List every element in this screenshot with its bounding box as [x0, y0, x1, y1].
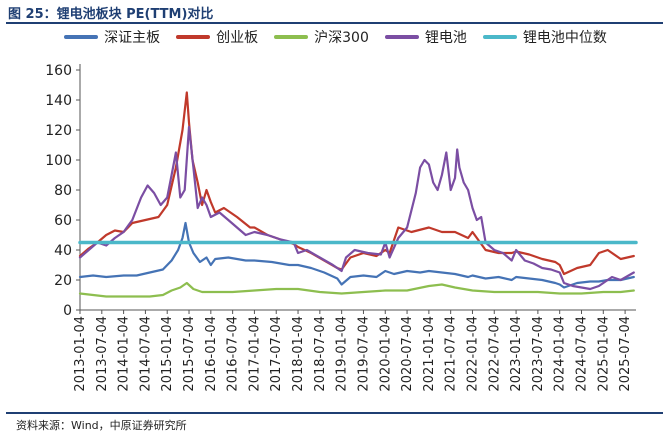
title-divider: [6, 22, 663, 24]
x-tick-label: 2014-07-04: [138, 316, 153, 392]
legend-label: 深证主板: [104, 30, 161, 46]
series-line-shenzhen-main: [78, 221, 635, 289]
x-tick-label: 2023-01-04: [509, 316, 524, 392]
x-tick-label: 2013-07-04: [95, 316, 110, 392]
x-tick-label: 2013-01-04: [73, 316, 88, 392]
y-tick-label: 0: [63, 303, 72, 319]
y-tick-label: 60: [54, 213, 72, 229]
x-tick-label: 2024-01-04: [553, 316, 568, 392]
x-tick-label: 2018-01-04: [291, 316, 306, 392]
x-tick-label: 2025-07-04: [618, 316, 633, 392]
chart-legend: 深证主板 创业板 沪深300 锂电池 锂电池中位数: [0, 27, 671, 47]
legend-swatch: [384, 35, 419, 39]
x-tick-label: 2022-01-04: [465, 316, 480, 392]
pe-line-chart: 0 20 40 60 80 100 120 140 160 2013-01-04 2013-07-0…: [45, 63, 638, 392]
x-tick-label: 2021-01-04: [422, 316, 437, 392]
x-tick-label: 2019-07-04: [356, 316, 371, 392]
source-divider: [6, 412, 663, 414]
legend-label: 沪深300: [314, 30, 369, 46]
x-tick-label: 2015-01-04: [160, 316, 175, 392]
x-tick-label: 2017-01-04: [247, 316, 262, 392]
series-line-lithium-battery: [78, 125, 635, 291]
legend-item-chinext: 创业板: [176, 27, 258, 47]
y-tick-label: 140: [45, 93, 72, 109]
x-tick-label: 2020-01-04: [378, 316, 393, 392]
x-tick-label: 2015-07-04: [182, 316, 197, 392]
legend-item-lithium-battery: 锂电池: [384, 27, 467, 47]
legend-label: 创业板: [216, 30, 259, 46]
legend-swatch: [274, 35, 309, 39]
x-tick-label: 2019-01-04: [335, 316, 350, 392]
legend-item-shenzhen-main: 深证主板: [64, 27, 160, 47]
y-tick-label: 20: [54, 273, 72, 289]
legend-swatch: [64, 35, 99, 39]
x-tick-label: 2014-01-04: [117, 316, 132, 392]
x-tick-label: 2018-07-04: [313, 316, 328, 392]
x-tick-label: 2025-01-04: [596, 316, 611, 392]
y-tick-label: 120: [45, 123, 72, 139]
figure-title: 图 25：锂电池板块 PE(TTM)对比: [8, 7, 214, 22]
x-tick-label: 2023-07-04: [531, 316, 546, 392]
source-note: 资料来源：Wind，中原证券研究所: [16, 419, 187, 432]
legend-item-lithium-median: 锂电池中位数: [482, 27, 607, 47]
y-tick-label: 100: [45, 153, 72, 169]
legend-item-csi300: 沪深300: [274, 27, 369, 47]
x-tick-label: 2016-01-04: [204, 316, 219, 392]
x-tick-label: 2016-07-04: [226, 316, 241, 392]
x-tick-label: 2021-07-04: [444, 316, 459, 392]
legend-swatch: [176, 35, 211, 39]
y-tick-label: 160: [45, 63, 72, 79]
legend-label: 锂电池中位数: [522, 30, 607, 46]
x-tick-label: 2022-07-04: [487, 316, 502, 392]
x-tick-label: 2024-07-04: [574, 316, 589, 392]
series-line-csi300: [78, 281, 635, 298]
y-tick-label: 80: [54, 183, 72, 199]
y-tick-label: 40: [54, 243, 72, 259]
series-line-chinext: [78, 91, 635, 276]
x-tick-label: 2020-07-04: [400, 316, 415, 392]
legend-swatch: [482, 35, 517, 39]
legend-label: 锂电池: [424, 30, 467, 46]
x-tick-label: 2017-07-04: [269, 316, 284, 392]
